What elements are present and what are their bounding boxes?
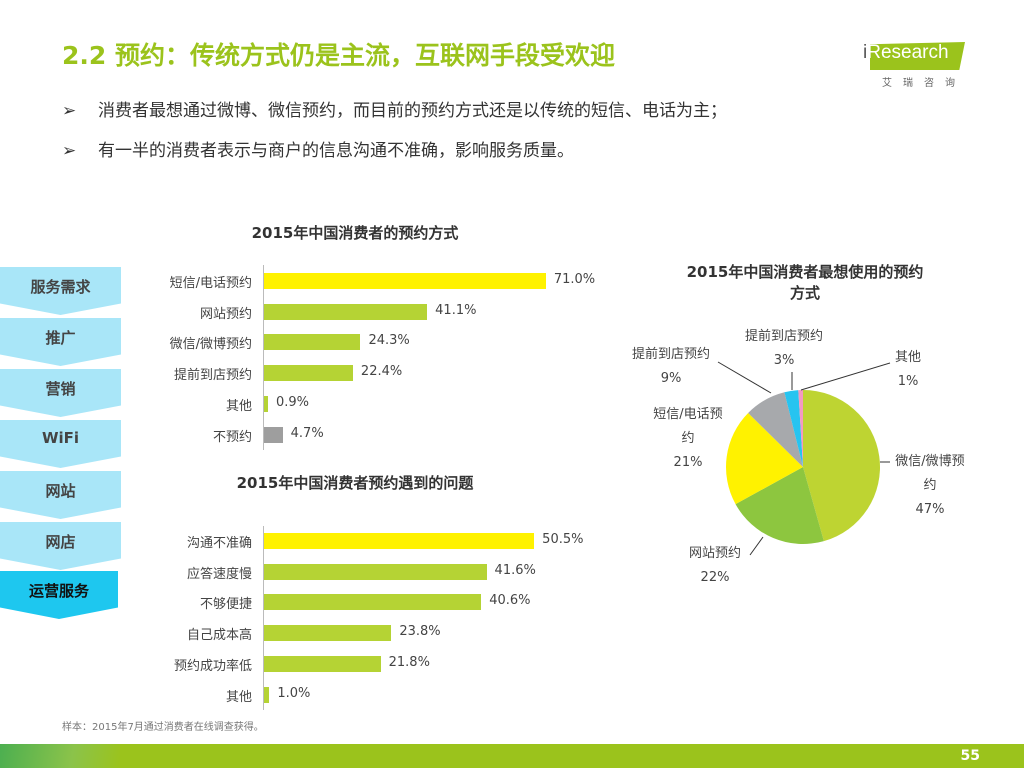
bar <box>264 334 361 351</box>
value-label: 21.8% <box>388 654 430 670</box>
bar-row: 微信/微博预约 24.3% <box>0 333 620 353</box>
chart1-title: 2015年中国消费者的预约方式 <box>251 224 459 242</box>
bar-row: 自己成本高 23.8% <box>0 624 620 644</box>
bar-row: 短信/电话预约 71.0% <box>0 272 620 291</box>
bar-row: 不预约 4.7% <box>0 425 620 445</box>
bar <box>264 625 392 642</box>
category-label: 短信/电话预约 <box>169 276 252 291</box>
bar <box>264 686 270 703</box>
step-promotion: 推广 <box>0 318 121 366</box>
pie-label-sms: 短信/电话预约 21% <box>653 407 723 470</box>
bar-row: 其他 0.9% <box>0 394 620 414</box>
bar <box>264 365 353 382</box>
category-label: 微信/微博预约 <box>169 337 252 353</box>
value-label: 23.8% <box>399 624 441 640</box>
leader-line <box>749 536 764 556</box>
bar-row: 沟通不准确 50.5% <box>0 532 620 551</box>
bar <box>264 533 535 549</box>
step-service-demand: 服务需求 <box>0 267 121 315</box>
bar <box>264 303 428 320</box>
category-label: 网站预约 <box>199 306 252 322</box>
category-label: 其他 <box>225 689 252 705</box>
footer-bar: 55 <box>0 744 1024 768</box>
category-label: 不够便捷 <box>199 597 252 613</box>
bar <box>264 655 381 672</box>
pie-label-instore-3: 提前到店预约 3% <box>744 329 823 368</box>
value-label: 41.1% <box>435 302 477 318</box>
bar-row: 其他 1.0% <box>0 685 620 705</box>
chart2-title: 2015年中国消费者预约遇到的问题 <box>236 474 474 492</box>
step-marketing: 营销 <box>0 369 121 417</box>
step-operation-service: 运营服务 <box>0 571 118 619</box>
value-label: 71.0% <box>553 272 596 287</box>
leader-line <box>800 362 891 391</box>
bullet-2: ➢ 有一半的消费者表示与商户的信息沟通不准确，影响服务质量。 <box>62 141 574 161</box>
value-label: 22.4% <box>360 364 403 380</box>
value-label: 1.0% <box>277 685 311 701</box>
pie-label-website: 网站预约 22% <box>688 546 741 585</box>
page-title: 2.2 预约：传统方式仍是主流，互联网手段受欢迎 <box>62 41 615 70</box>
step-online-store: 网店 <box>0 522 121 570</box>
value-label: 40.6% <box>489 593 531 609</box>
bar <box>264 563 487 580</box>
bar-row: 提前到店预约 22.4% <box>0 364 620 384</box>
bar-row: 不够便捷 40.6% <box>0 593 620 613</box>
bar-row: 网站预约 41.1% <box>0 302 620 322</box>
category-label: 自己成本高 <box>186 628 252 644</box>
step-wifi: WiFi <box>0 420 121 468</box>
category-label: 不预约 <box>212 429 252 445</box>
category-label: 其他 <box>225 398 252 414</box>
category-label: 沟通不准确 <box>186 536 252 551</box>
category-label: 预约成功率低 <box>173 658 252 674</box>
bar-row: 应答速度慢 41.6% <box>0 562 620 582</box>
bullet-1: ➢ 消费者最想通过微博、微信预约，而目前的预约方式还是以传统的短信、电话为主； <box>62 101 727 121</box>
pie-slice <box>784 390 803 467</box>
value-label: 50.5% <box>542 532 584 547</box>
pie-slice <box>735 467 824 544</box>
value-label: 24.3% <box>368 333 410 349</box>
bar <box>264 395 268 412</box>
value-label: 41.6% <box>494 562 536 578</box>
bar <box>264 426 283 443</box>
pie-label-wechat: 微信/微博预约 47% <box>895 454 965 517</box>
iresearch-logo: iResearch 艾瑞咨询 <box>863 42 966 89</box>
sample-note: 样本：2015年7月通过消费者在线调查获得。 <box>62 722 264 733</box>
category-label: 应答速度慢 <box>186 566 252 582</box>
value-label: 0.9% <box>276 394 310 410</box>
page-number: 55 <box>960 748 980 764</box>
bar <box>264 594 482 611</box>
pie-slice <box>803 390 880 542</box>
bar <box>264 273 546 289</box>
pie-slice <box>798 390 803 467</box>
pie-slice <box>748 392 803 467</box>
category-label: 提前到店预约 <box>173 368 252 384</box>
bar-row: 预约成功率低 21.8% <box>0 654 620 674</box>
pie-label-instore-9: 提前到店预约 9% <box>631 347 710 386</box>
leader-line <box>717 361 772 394</box>
step-website: 网站 <box>0 471 121 519</box>
value-label: 4.7% <box>290 425 324 441</box>
chart3-title: 2015年中国消费者最想使用的预约方式 <box>686 263 924 302</box>
pie-slice <box>725 412 803 505</box>
pie-label-other: 其他 1% <box>894 350 921 389</box>
